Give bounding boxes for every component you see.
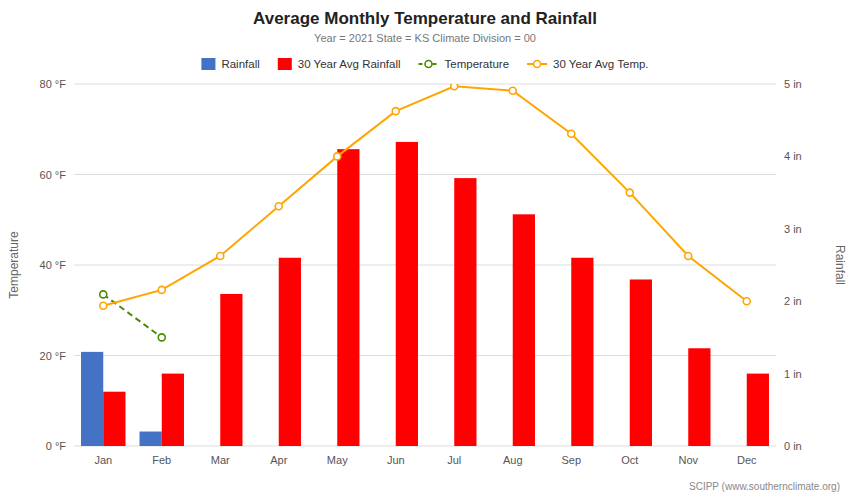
grid-line — [74, 84, 776, 85]
legend-label: 30 Year Avg Temp. — [553, 58, 649, 70]
legend-marker — [425, 61, 432, 68]
point — [217, 252, 224, 259]
bar — [630, 279, 652, 446]
point — [451, 84, 458, 90]
y2-tick-label: 0 in — [784, 440, 802, 452]
bar-series — [103, 142, 769, 446]
point — [626, 189, 633, 196]
bar — [337, 149, 359, 446]
x-tick-label: Feb — [152, 454, 171, 466]
x-tick-label: Mar — [211, 454, 230, 466]
bar — [198, 446, 220, 447]
legend: Rainfall 30 Year Avg Rainfall Temperature 3… — [201, 58, 648, 70]
x-tick-label: Jan — [94, 454, 112, 466]
bar — [257, 446, 279, 447]
bar — [220, 294, 242, 446]
bar — [513, 214, 535, 446]
y-tick-label: 60 °F — [40, 169, 67, 181]
bar — [666, 446, 688, 447]
legend-item: Temperature — [419, 58, 510, 70]
bar — [454, 178, 476, 446]
grid-line — [74, 355, 776, 356]
annotation: SCIPP (www.southernclimate.org) — [689, 481, 840, 492]
x-tick-label: May — [327, 454, 348, 466]
bar — [374, 446, 396, 447]
point — [275, 203, 282, 210]
point — [685, 252, 692, 259]
bar — [140, 432, 162, 446]
x-tick-label: Aug — [503, 454, 523, 466]
bar-series — [81, 352, 162, 446]
bar — [396, 142, 418, 446]
y-tick-label: 20 °F — [40, 350, 67, 362]
x-tick-label: Sep — [561, 454, 581, 466]
y-tick-label: 0 °F — [46, 440, 67, 452]
legend-item: 30 Year Avg Temp. — [527, 58, 649, 70]
point — [158, 334, 165, 341]
y2-tick-label: 1 in — [784, 368, 802, 380]
marks — [81, 84, 769, 446]
point — [158, 286, 165, 293]
x-tick-label: Jun — [387, 454, 405, 466]
legend-swatch — [278, 58, 292, 70]
legend-marker — [534, 61, 541, 68]
y2-tick-label: 4 in — [784, 150, 802, 162]
bar — [688, 348, 710, 446]
bar — [279, 258, 301, 446]
bar — [491, 446, 513, 447]
line-series — [100, 84, 751, 309]
legend-item: Rainfall — [201, 58, 259, 70]
grid-line — [74, 174, 776, 175]
point — [392, 108, 399, 115]
bar — [162, 374, 184, 446]
point — [334, 153, 341, 160]
legend-label: 30 Year Avg Rainfall — [298, 58, 401, 70]
y2-axis-label: Rainfall — [833, 245, 847, 285]
subtitle: Year = 2021 State = KS Climate Division … — [314, 32, 536, 44]
legend-item: 30 Year Avg Rainfall — [278, 58, 401, 70]
line — [103, 86, 747, 305]
grid — [74, 84, 776, 446]
bar — [725, 446, 747, 447]
bar — [103, 392, 125, 446]
bar — [315, 446, 337, 447]
point — [568, 130, 575, 137]
y-tick-label: 80 °F — [40, 78, 67, 90]
y-axis-label: Temperature — [7, 231, 21, 299]
y-tick-label: 40 °F — [40, 259, 67, 271]
x-tick-label: Dec — [737, 454, 757, 466]
point — [100, 302, 107, 309]
bar — [549, 446, 571, 447]
x-tick-label: Apr — [270, 454, 287, 466]
legend-label: Rainfall — [221, 58, 259, 70]
bar — [608, 446, 630, 447]
y2-tick-label: 5 in — [784, 78, 802, 90]
title: Average Monthly Temperature and Rainfall — [253, 9, 597, 28]
axes: 0 °F 20 °F 40 °F 60 °F 80 °F 0 in 1 in 2 in 3 in… — [7, 78, 847, 466]
grid-line — [74, 265, 776, 266]
legend-label: Temperature — [445, 58, 510, 70]
x-tick-label: Jul — [447, 454, 461, 466]
x-tick-label: Nov — [678, 454, 698, 466]
legend-swatch — [201, 58, 215, 70]
bar — [432, 446, 454, 447]
point — [743, 298, 750, 305]
bar — [747, 374, 769, 446]
bar — [81, 352, 103, 446]
y2-tick-label: 2 in — [784, 295, 802, 307]
y2-tick-label: 3 in — [784, 223, 802, 235]
point — [509, 87, 516, 94]
bar — [571, 258, 593, 446]
line — [103, 294, 162, 337]
point — [100, 291, 107, 298]
x-tick-label: Oct — [621, 454, 638, 466]
chart: Average Monthly Temperature and Rainfall… — [0, 0, 850, 498]
